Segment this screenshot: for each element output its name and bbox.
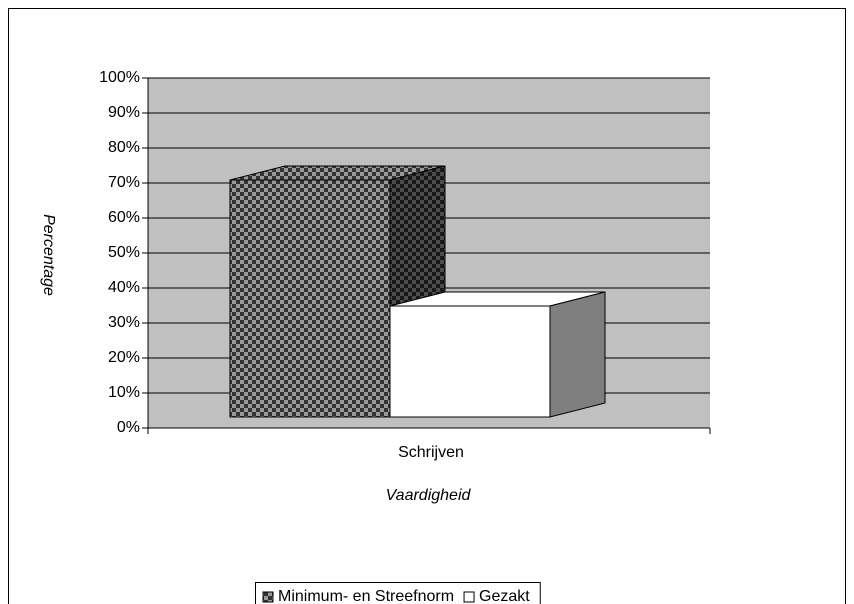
y-tick-label: 40% (108, 279, 140, 296)
y-tick-label: 30% (108, 314, 140, 331)
y-tick-label: 60% (108, 209, 140, 226)
x-tick-label: Schrijven (398, 444, 464, 461)
y-tick-label: 10% (108, 384, 140, 401)
y-tick-label: 50% (108, 244, 140, 261)
y-tick-label: 90% (108, 104, 140, 121)
legend-swatch (463, 591, 475, 603)
y-tick-label: 100% (99, 69, 140, 86)
y-tick-label: 20% (108, 349, 140, 366)
y-tick-label: 80% (108, 139, 140, 156)
y-axis-title: Percentage (40, 214, 57, 296)
y-tick-label: 0% (117, 419, 140, 436)
y-tick-label: 70% (108, 174, 140, 191)
x-axis-title: Vaardigheid (386, 487, 472, 504)
bar-front (389, 305, 551, 418)
bar-front (229, 179, 391, 418)
side-shade (550, 292, 605, 417)
legend-label: Minimum- en Streefnorm (278, 588, 454, 604)
legend-label: Gezakt (479, 588, 530, 604)
legend-swatch (262, 591, 274, 603)
